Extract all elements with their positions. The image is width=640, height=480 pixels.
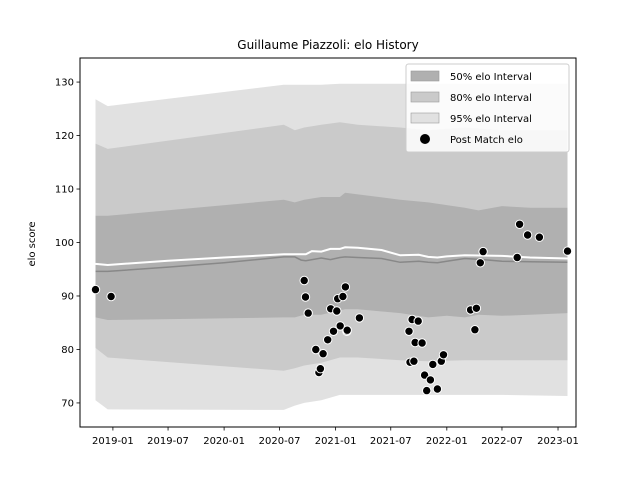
x-tick-label: 2020-01 (203, 436, 245, 447)
legend-swatch (410, 70, 440, 82)
data-point (413, 316, 423, 326)
data-point (335, 321, 345, 331)
data-point (106, 291, 116, 302)
x-tick-label: 2019-01 (92, 436, 134, 447)
legend-swatch (410, 112, 440, 124)
data-point (342, 325, 352, 335)
data-point (471, 303, 482, 313)
data-point (340, 282, 351, 292)
legend-label: 80% elo Interval (450, 93, 532, 104)
data-point (422, 385, 432, 396)
legend-label: 50% elo Interval (450, 72, 532, 83)
data-point (512, 252, 522, 263)
data-point (315, 364, 326, 374)
median-line (95, 246, 568, 267)
y-tick-label: 100 (55, 238, 74, 249)
y-axis-label: elo score (27, 221, 38, 266)
data-point (432, 384, 443, 394)
data-point (438, 350, 449, 360)
data-point (318, 349, 328, 359)
plot-clip-group (90, 83, 573, 410)
legend: 50% elo Interval 80% elo Interval 95% elo … (405, 63, 570, 153)
data-point (425, 375, 436, 385)
data-point (338, 291, 348, 302)
data-point (428, 359, 438, 370)
band-50 (95, 192, 568, 320)
data-point (90, 284, 101, 295)
data-point (475, 258, 485, 268)
legend-label: Post Match elo (450, 135, 523, 146)
data-point (354, 313, 365, 323)
plot-area: 70 80 90 100 110 120 130 2019-01 2019-07 2020-01 2… (55, 57, 579, 447)
legend-swatch (410, 91, 440, 103)
data-point (417, 338, 427, 348)
data-point (323, 335, 333, 345)
y-tick-label: 110 (55, 185, 74, 196)
x-tick-label: 2022-01 (426, 436, 468, 447)
data-point (409, 356, 419, 366)
data-point (534, 232, 545, 242)
data-point (478, 246, 488, 257)
data-point (300, 292, 311, 302)
x-tick-label: 2019-07 (147, 436, 189, 447)
data-point (522, 230, 533, 240)
data-point (311, 344, 321, 355)
data-point (514, 219, 525, 230)
legend-marker (420, 134, 430, 144)
legend-label: 95% elo Interval (450, 114, 532, 125)
data-point (299, 275, 309, 286)
y-tick-label: 70 (61, 399, 74, 410)
data-point (470, 325, 480, 335)
data-point (328, 326, 339, 336)
mean-line (95, 256, 568, 273)
y-tick-label: 80 (61, 345, 74, 356)
x-tick-label: 2023-01 (537, 436, 579, 447)
x-tick-label: 2021-01 (315, 436, 357, 447)
chart-title: Guillaume Piazzoli: elo History (237, 38, 418, 52)
data-point (404, 326, 414, 336)
y-tick-label: 90 (61, 292, 74, 303)
data-point (303, 308, 313, 318)
x-tick-label: 2020-07 (259, 436, 301, 447)
x-tick-label: 2021-07 (370, 436, 412, 447)
legend-frame (405, 63, 570, 153)
y-tick-label: 130 (55, 78, 74, 89)
y-tick-label: 120 (55, 131, 74, 142)
data-point (562, 246, 573, 256)
data-point (332, 306, 342, 316)
x-tick-label: 2022-07 (481, 436, 523, 447)
